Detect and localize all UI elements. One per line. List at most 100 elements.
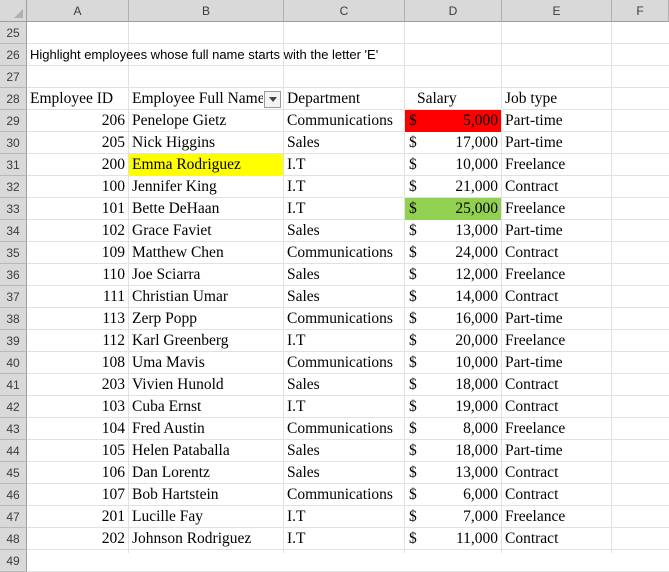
cell-employee-id[interactable]: 112 (102, 332, 125, 349)
cell-employee-name[interactable]: Dan Lorentz (132, 464, 210, 481)
cell-department[interactable]: Communications (287, 354, 393, 371)
select-all-corner[interactable] (0, 0, 27, 22)
cell-employee-name[interactable]: Christian Umar (132, 288, 228, 305)
cell-job-type[interactable]: Contract (505, 178, 559, 195)
cell-job-type[interactable]: Part-time (505, 134, 563, 151)
row-header-26[interactable]: 26 (0, 44, 27, 66)
row-header-40[interactable]: 40 (0, 352, 27, 374)
header-job-type[interactable]: Job type (505, 90, 558, 107)
cell-department[interactable]: Sales (287, 288, 320, 305)
cell-salary[interactable]: $13,000 (405, 220, 501, 242)
cell-employee-id[interactable]: 202 (101, 530, 125, 547)
cell-employee-name[interactable]: Joe Sciarra (132, 266, 201, 283)
row-header-35[interactable]: 35 (0, 242, 27, 264)
cell-department[interactable]: Communications (287, 420, 393, 437)
cell-employee-name[interactable]: Uma Mavis (132, 354, 205, 371)
row-header-47[interactable]: 47 (0, 506, 27, 528)
cell-employee-id[interactable]: 206 (101, 112, 125, 129)
cell-job-type[interactable]: Part-time (505, 112, 563, 129)
cell-job-type[interactable]: Part-time (505, 354, 563, 371)
column-header-b[interactable]: B (129, 0, 284, 22)
column-header-a[interactable]: A (27, 0, 129, 22)
cell-job-type[interactable]: Contract (505, 376, 559, 393)
row-header-27[interactable]: 27 (0, 66, 27, 88)
column-header-e[interactable]: E (502, 0, 612, 22)
cell-department[interactable]: Sales (287, 134, 320, 151)
cell-employee-name[interactable]: Zerp Popp (132, 310, 198, 327)
row-header-34[interactable]: 34 (0, 220, 27, 242)
cell-employee-id[interactable]: 108 (101, 354, 125, 371)
cell-salary[interactable]: $11,000 (405, 528, 501, 550)
row-header-44[interactable]: 44 (0, 440, 27, 462)
cell-job-type[interactable]: Contract (505, 530, 559, 547)
cell-department[interactable]: Communications (287, 112, 393, 129)
cell-employee-name[interactable]: Fred Austin (132, 420, 205, 437)
cell-employee-id[interactable]: 113 (102, 310, 125, 327)
cell-salary[interactable]: $8,000 (405, 418, 501, 440)
header-salary[interactable]: Salary (417, 90, 457, 107)
cell-employee-id[interactable]: 107 (101, 486, 125, 503)
cell-job-type[interactable]: Contract (505, 244, 559, 261)
cell-employee-id[interactable]: 103 (101, 398, 125, 415)
cell-department[interactable]: I.T (287, 508, 306, 525)
cell-salary[interactable]: $17,000 (405, 132, 501, 154)
cell-employee-name[interactable]: Bette DeHaan (132, 200, 220, 217)
cell-employee-id[interactable]: 111 (102, 288, 125, 305)
cell-salary[interactable]: $5,000 (405, 110, 501, 132)
column-header-c[interactable]: C (284, 0, 405, 22)
cell-department[interactable]: I.T (287, 530, 306, 547)
cell-salary[interactable]: $18,000 (405, 374, 501, 396)
cell-job-type[interactable]: Freelance (505, 420, 566, 437)
row-header-30[interactable]: 30 (0, 132, 27, 154)
cell-salary[interactable]: $25,000 (405, 198, 501, 220)
cell-department[interactable]: Sales (287, 266, 320, 283)
cell-salary[interactable]: $7,000 (405, 506, 501, 528)
column-header-d[interactable]: D (405, 0, 502, 22)
cell-job-type[interactable]: Part-time (505, 310, 563, 327)
cell-salary[interactable]: $13,000 (405, 462, 501, 484)
header-employee-full-name[interactable]: Employee Full Name (132, 90, 263, 107)
cell-job-type[interactable]: Part-time (505, 442, 563, 459)
header-employee-id[interactable]: Employee ID (30, 90, 114, 107)
row-header-36[interactable]: 36 (0, 264, 27, 286)
cell-job-type[interactable]: Freelance (505, 156, 566, 173)
cell-employee-id[interactable]: 106 (101, 464, 125, 481)
cell-employee-id[interactable]: 203 (101, 376, 125, 393)
cell-department[interactable]: Sales (287, 222, 320, 239)
cell-employee-id[interactable]: 205 (101, 134, 125, 151)
cell-employee-name[interactable]: Penelope Gietz (132, 112, 227, 129)
cell-salary[interactable]: $16,000 (405, 308, 501, 330)
cell-department[interactable]: Sales (287, 376, 320, 393)
cell-department[interactable]: I.T (287, 156, 306, 173)
row-header-48[interactable]: 48 (0, 528, 27, 550)
cell-employee-id[interactable]: 104 (101, 420, 125, 437)
row-header-38[interactable]: 38 (0, 308, 27, 330)
cell-salary[interactable]: $14,000 (405, 286, 501, 308)
cell-employee-id[interactable]: 110 (102, 266, 125, 283)
cell-employee-id[interactable]: 109 (101, 244, 125, 261)
cell-department[interactable]: Communications (287, 486, 393, 503)
cell-department[interactable]: I.T (287, 200, 306, 217)
cell-employee-name[interactable]: Johnson Rodriguez (132, 530, 252, 547)
cell-employee-name[interactable]: Matthew Chen (132, 244, 224, 261)
cell-employee-id[interactable]: 201 (101, 508, 125, 525)
cell-salary[interactable]: $6,000 (405, 484, 501, 506)
cell-employee-id[interactable]: 102 (101, 222, 125, 239)
cell-employee-name[interactable]: Bob Hartstein (132, 486, 219, 503)
cell-job-type[interactable]: Contract (505, 464, 559, 481)
row-header-29[interactable]: 29 (0, 110, 27, 132)
cell-employee-name[interactable]: Vivien Hunold (132, 376, 224, 393)
row-header-31[interactable]: 31 (0, 154, 27, 176)
cell-salary[interactable]: $12,000 (405, 264, 501, 286)
cell-employee-id[interactable]: 200 (101, 156, 125, 173)
cell-job-type[interactable]: Contract (505, 486, 559, 503)
cell-salary[interactable]: $24,000 (405, 242, 501, 264)
row-header-39[interactable]: 39 (0, 330, 27, 352)
column-header-f[interactable]: F (612, 0, 669, 22)
cell-employee-name[interactable]: Helen Pataballa (132, 442, 230, 459)
header-department[interactable]: Department (287, 90, 361, 107)
row-header-25[interactable]: 25 (0, 22, 27, 44)
cell-department[interactable]: I.T (287, 398, 306, 415)
cell-salary[interactable]: $18,000 (405, 440, 501, 462)
